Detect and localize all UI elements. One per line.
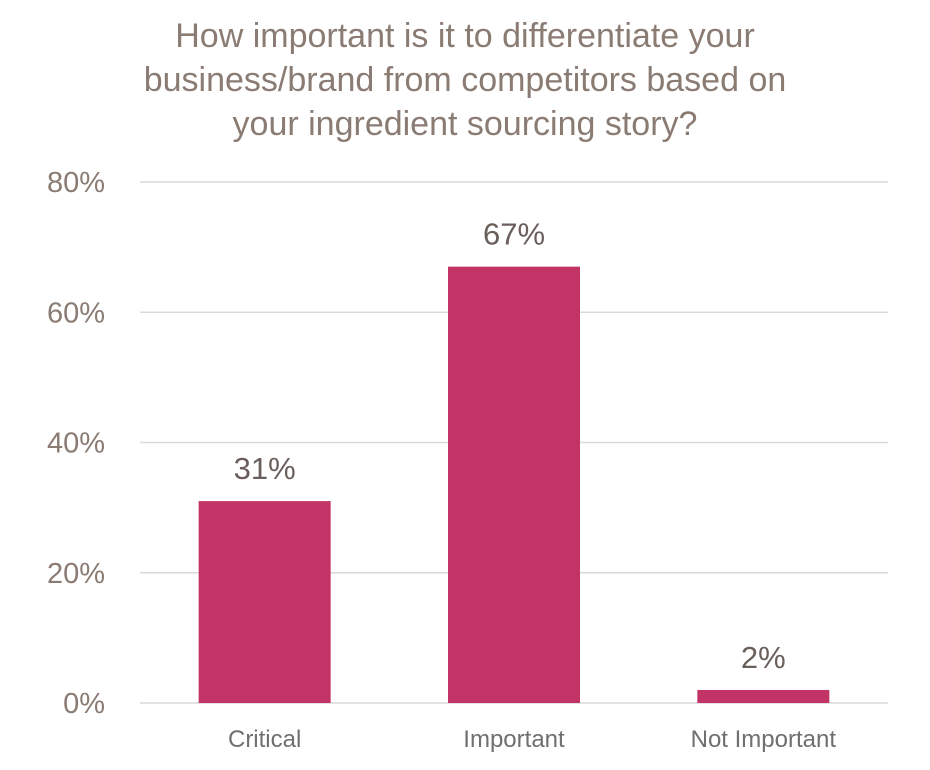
chart-title-line-1: How important is it to differentiate you… xyxy=(175,17,755,55)
x-category-label: Critical xyxy=(228,726,301,753)
y-tick-label: 20% xyxy=(47,558,105,590)
x-category-label: Not Important xyxy=(691,726,837,753)
bar-critical xyxy=(198,501,331,703)
data-labels: 31% 67% 2% xyxy=(234,217,786,675)
x-category-label: Important xyxy=(463,726,565,753)
chart-title: How important is it to differentiate you… xyxy=(0,14,930,146)
y-tick-label: 40% xyxy=(47,428,105,460)
chart-title-line-2: business/brand from competitors based on xyxy=(143,61,787,99)
data-label: 67% xyxy=(483,217,545,252)
data-label: 31% xyxy=(234,451,296,486)
bars xyxy=(198,266,830,703)
data-label: 2% xyxy=(741,640,786,675)
y-tick-label: 80% xyxy=(47,167,105,199)
x-axis-categories: Critical Important Not Important xyxy=(228,726,836,753)
y-axis-ticks: 0% 20% 40% 60% 80% xyxy=(47,167,105,720)
bar-important xyxy=(448,266,580,703)
y-tick-label: 0% xyxy=(63,688,105,720)
bar-not-important xyxy=(697,689,830,703)
y-tick-label: 60% xyxy=(47,297,105,329)
chart-title-line-3: your ingredient sourcing story? xyxy=(232,105,698,143)
